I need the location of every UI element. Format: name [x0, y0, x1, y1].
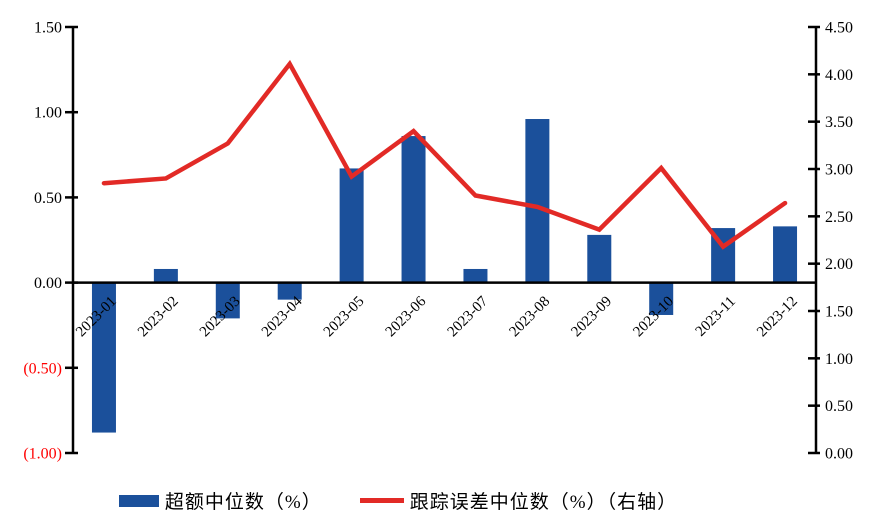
legend-item-excess-median: 超额中位数（%） [118, 487, 322, 514]
right-axis-tick-label: 0.50 [825, 398, 853, 415]
left-axis-tick-label: 1.50 [34, 20, 62, 37]
bar-2023-01 [91, 282, 116, 433]
left-axis-tick-label: 0.00 [34, 275, 62, 292]
bar-2023-08 [525, 119, 550, 283]
bar-series-swatch [118, 494, 159, 507]
right-axis-tick-label: 0.00 [825, 446, 853, 463]
x-axis-label-2023-06: 2023-06 [383, 293, 430, 340]
bar-2023-02 [153, 268, 178, 283]
legend-label-tracking-error: 跟踪误差中位数（%）（右轴） [409, 492, 678, 513]
x-axis-label-2023-02: 2023-02 [135, 294, 182, 341]
legend-label-excess-median: 超额中位数（%） [164, 492, 322, 513]
chart-legend: 超额中位数（%） 跟踪误差中位数（%）（右轴） [0, 487, 888, 514]
right-axis-tick-label: 1.00 [825, 351, 853, 368]
left-axis-tick-label: (1.00) [23, 446, 62, 463]
bar-2023-10 [649, 282, 674, 315]
bar-2023-05 [339, 168, 364, 283]
x-axis-label-2023-07: 2023-07 [445, 293, 492, 340]
x-axis-label-2023-12: 2023-12 [754, 294, 801, 341]
x-axis-label-2023-09: 2023-09 [568, 294, 615, 341]
left-axis-tick-label: 0.50 [34, 190, 62, 207]
x-axis-label-2023-05: 2023-05 [321, 294, 368, 341]
bar-2023-06 [401, 136, 426, 283]
legend-item-tracking-error: 跟踪误差中位数（%）（右轴） [359, 487, 678, 514]
right-axis-tick-label: 3.50 [825, 114, 853, 131]
bar-2023-03 [215, 282, 240, 319]
left-axis-tick-label: 1.00 [34, 105, 62, 122]
x-axis-label-2023-08: 2023-08 [507, 294, 554, 341]
right-axis-tick-label: 4.00 [825, 67, 853, 84]
x-axis-label-2023-11: 2023-11 [693, 294, 739, 340]
bar-2023-04 [277, 282, 302, 300]
bar-2023-07 [463, 268, 488, 283]
bar-2023-12 [773, 226, 798, 283]
right-axis-tick-label: 1.50 [825, 304, 853, 321]
left-axis-tick-label: (0.50) [23, 360, 62, 377]
right-axis-tick-label: 4.50 [825, 20, 853, 37]
line-series-swatch [359, 498, 404, 503]
right-axis-tick-label: 2.00 [825, 256, 853, 273]
bar-2023-09 [587, 234, 612, 283]
combo-chart: 1.50 1.00 0.50 0.00 (0.50) (1.00) 4.50 4.00 3.50… [23, 20, 853, 463]
x-axis-label-2023-04: 2023-04 [259, 293, 306, 340]
right-axis-tick-label: 3.00 [825, 162, 853, 179]
right-axis-tick-label: 2.50 [825, 209, 853, 226]
tracking-error-line [101, 59, 788, 250]
